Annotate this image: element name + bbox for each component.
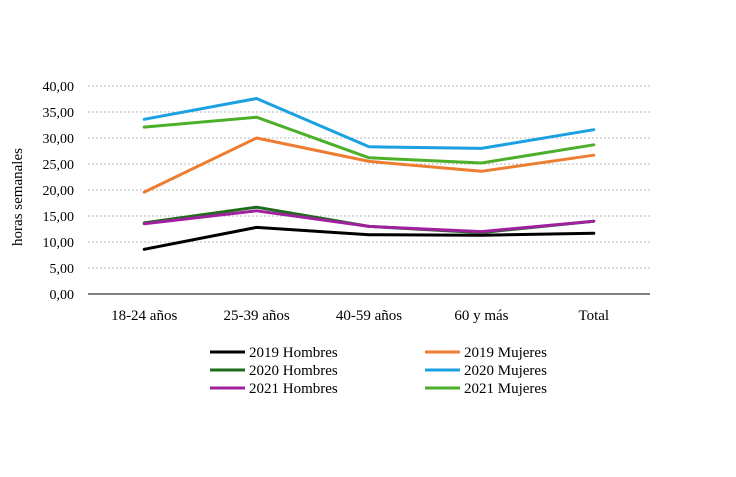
legend-label: 2019 Mujeres (464, 345, 547, 361)
y-tick-label: 0,00 (50, 288, 75, 303)
legend: 2019 Hombres 2019 Mujeres 2020 Hombres 2020… (210, 345, 547, 397)
x-tick-label: 25-39 años (223, 308, 289, 324)
series-line-1 (142, 136, 596, 194)
series-lines (142, 97, 596, 251)
y-tick-label: 25,00 (43, 158, 75, 173)
y-tick-label: 30,00 (43, 132, 75, 147)
y-tick-label: 5,00 (50, 262, 75, 277)
y-tick-label: 10,00 (43, 236, 75, 251)
legend-label: 2020 Hombres (249, 363, 338, 379)
y-axis-ticks: 0,00 5,00 10,00 15,00 20,00 25,00 30,00 35,00 40… (43, 80, 75, 303)
x-tick-label: Total (578, 308, 609, 324)
series-line-4 (142, 209, 596, 234)
y-tick-label: 15,00 (43, 210, 75, 225)
series-line-5 (142, 115, 596, 165)
x-axis-ticks: 18-24 años 25-39 años 40-59 años 60 y más To… (111, 308, 609, 324)
series-line-0 (142, 225, 596, 251)
series-line-3 (142, 97, 596, 150)
legend-label: 2021 Mujeres (464, 381, 547, 397)
legend-label: 2021 Hombres (249, 381, 338, 397)
y-tick-label: 35,00 (43, 106, 75, 121)
y-tick-label: 40,00 (43, 80, 75, 95)
x-tick-label: 40-59 años (336, 308, 402, 324)
x-tick-label: 60 y más (454, 308, 508, 324)
legend-label: 2019 Hombres (249, 345, 338, 361)
x-tick-label: 18-24 años (111, 308, 177, 324)
y-tick-label: 20,00 (43, 184, 75, 199)
legend-label: 2020 Mujeres (464, 363, 547, 379)
y-axis-label: horas semanales (10, 148, 26, 246)
